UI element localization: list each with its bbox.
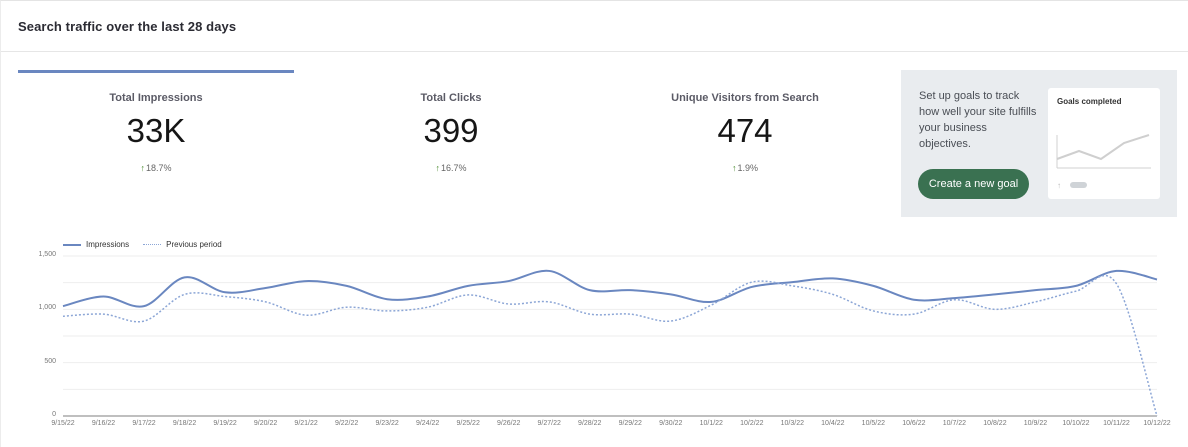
up-arrow-icon: ↑ [435, 163, 440, 173]
x-tick-label: 9/15/22 [51, 420, 75, 427]
x-tick-label: 9/21/22 [294, 420, 318, 427]
metric-value: 474 [717, 112, 773, 149]
metric-total-impressions[interactable]: Total Impressions 33K ↑18.7% [18, 70, 294, 190]
card-title: Search traffic over the last 28 days [18, 19, 237, 34]
metric-label: Total Clicks [420, 92, 482, 104]
x-tick-label: 10/7/22 [942, 420, 967, 427]
solid-line-swatch-icon [63, 243, 81, 246]
metric-delta: ↑1.9% [731, 163, 758, 173]
metric-total-clicks[interactable]: Total Clicks 399 ↑16.7% [313, 70, 589, 190]
x-tick-label: 9/24/22 [415, 420, 440, 427]
x-tick-label: 10/4/22 [821, 420, 845, 427]
x-tick-label: 9/27/22 [537, 420, 561, 427]
metric-value: 399 [423, 112, 479, 149]
x-tick-label: 9/22/22 [334, 420, 359, 427]
goals-promo: Set up goals to track how well your site… [901, 70, 1177, 217]
x-tick-label: 10/2/22 [740, 420, 764, 427]
svg-text:↑: ↑ [1057, 181, 1061, 190]
x-tick-label: 10/11/22 [1103, 420, 1130, 427]
metric-label: Total Impressions [109, 92, 203, 104]
x-tick-label: 9/18/22 [172, 420, 197, 427]
x-tick-label: 9/26/22 [497, 420, 521, 427]
x-tick-label: 10/12/22 [1143, 420, 1171, 427]
y-tick-label: 1,500 [38, 251, 56, 258]
x-tick-label: 9/30/22 [659, 420, 683, 427]
plot-area [62, 255, 1158, 417]
x-tick-label: 10/10/22 [1062, 420, 1090, 427]
metric-value: 33K [126, 112, 186, 149]
x-tick-label: 10/1/22 [699, 420, 723, 427]
x-tick-label: 10/8/22 [983, 420, 1007, 427]
promo-text: Set up goals to track how well your site… [919, 90, 1037, 150]
impressions-line [62, 269, 1158, 308]
x-tick-label: 10/5/22 [861, 420, 886, 427]
metric-label: Unique Visitors from Search [671, 92, 819, 104]
up-arrow-icon: ↑ [140, 163, 145, 173]
x-tick-label: 9/25/22 [456, 420, 480, 427]
metric-delta: ↑18.7% [140, 163, 172, 173]
x-tick-label: 10/9/22 [1023, 420, 1048, 427]
x-tick-label: 9/19/22 [213, 420, 237, 427]
legend-impressions[interactable]: Impressions [63, 240, 129, 249]
x-tick-label: 10/3/22 [780, 420, 804, 427]
x-tick-label: 9/23/22 [375, 420, 399, 427]
previous-period-line [62, 275, 1158, 417]
x-tick-label: 10/6/22 [902, 420, 926, 427]
y-tick-label: 1,000 [38, 304, 56, 312]
dotted-line-swatch-icon [143, 244, 162, 245]
metric-unique-visitors[interactable]: Unique Visitors from Search 474 ↑1.9% [607, 70, 883, 190]
metric-delta: ↑16.7% [435, 163, 467, 173]
x-tick-label: 9/28/22 [578, 420, 602, 427]
mini-chart-title: Goals completed [1057, 97, 1122, 106]
x-tick-label: 9/17/22 [132, 420, 156, 427]
chart-legend: Impressions Previous period [63, 240, 236, 249]
legend-previous-period[interactable]: Previous period [143, 240, 222, 249]
y-tick-label: 500 [44, 357, 56, 365]
goals-mini-chart-icon: ↑ [1056, 134, 1151, 190]
create-goal-button[interactable]: Create a new goal [918, 169, 1029, 199]
x-tick-label: 9/16/22 [91, 420, 116, 427]
y-tick-label: 0 [52, 411, 56, 418]
x-tick-label: 9/29/22 [618, 420, 642, 427]
x-tick-label: 9/20/22 [253, 420, 278, 427]
goals-preview-card: Goals completed ↑ [1048, 88, 1160, 199]
up-arrow-icon: ↑ [731, 163, 737, 173]
card-header: Search traffic over the last 28 days [1, 1, 1188, 52]
traffic-line-chart: Impressions Previous period 0 500 1,000 1,5… [1, 231, 1188, 447]
